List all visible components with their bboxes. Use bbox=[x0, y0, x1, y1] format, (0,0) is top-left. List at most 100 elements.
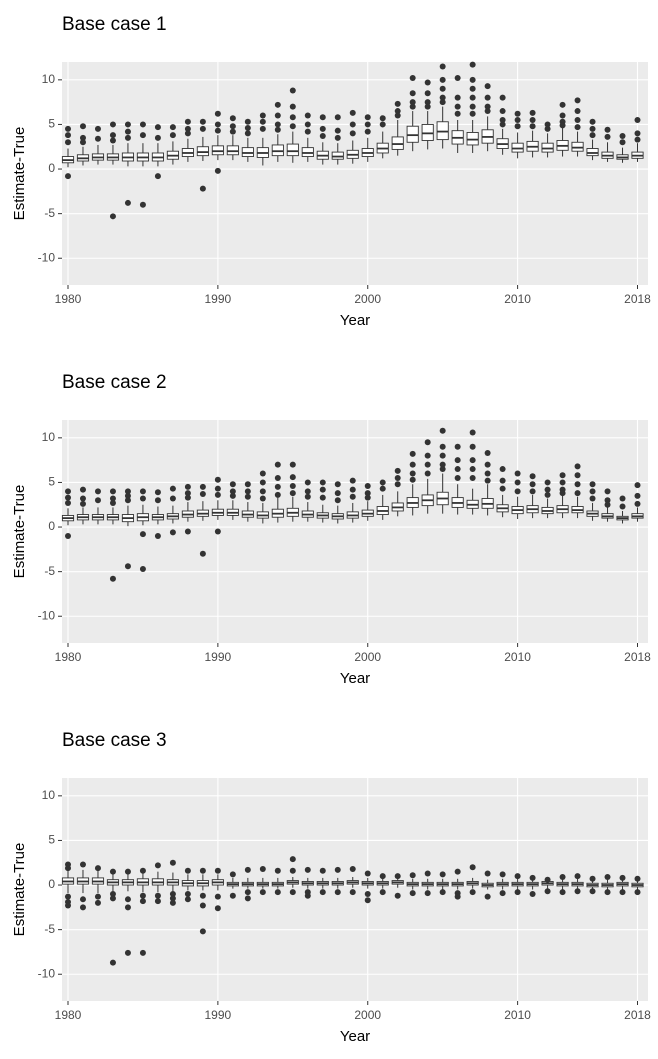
outlier bbox=[124, 949, 131, 956]
outlier bbox=[319, 114, 326, 121]
outlier bbox=[409, 99, 416, 106]
outlier bbox=[199, 928, 206, 935]
outlier bbox=[259, 118, 266, 125]
outlier bbox=[529, 123, 536, 130]
outlier bbox=[529, 109, 536, 116]
outlier bbox=[214, 476, 221, 483]
outlier bbox=[439, 461, 446, 468]
panel: Base case 2 -10 -5 0 5 10 1980 1990 2000 2010 2018… bbox=[11, 372, 651, 687]
outlier bbox=[424, 461, 431, 468]
outlier bbox=[319, 125, 326, 132]
outlier bbox=[484, 450, 491, 457]
outlier bbox=[289, 461, 296, 468]
outlier bbox=[64, 125, 71, 132]
outlier bbox=[304, 128, 311, 135]
outlier bbox=[379, 889, 386, 896]
outlier bbox=[184, 118, 191, 125]
outlier bbox=[229, 871, 236, 878]
outlier bbox=[454, 103, 461, 110]
outlier bbox=[634, 500, 641, 507]
y-tick-label: 5 bbox=[48, 117, 55, 131]
outlier bbox=[109, 575, 116, 582]
outlier bbox=[259, 125, 266, 132]
outlier bbox=[334, 866, 341, 873]
outlier bbox=[139, 531, 146, 538]
outlier bbox=[514, 123, 521, 130]
outlier bbox=[334, 889, 341, 896]
outlier bbox=[379, 479, 386, 486]
outlier bbox=[424, 452, 431, 459]
y-tick-label: 5 bbox=[48, 833, 55, 847]
outlier bbox=[184, 490, 191, 497]
outlier bbox=[79, 500, 86, 507]
x-tick-label: 2018 bbox=[624, 650, 651, 664]
outlier bbox=[439, 443, 446, 450]
outlier bbox=[424, 890, 431, 897]
x-tick-label: 2018 bbox=[624, 292, 651, 306]
outlier bbox=[199, 902, 206, 909]
x-tick-label: 2000 bbox=[354, 1008, 381, 1022]
y-tick-label: 10 bbox=[42, 788, 56, 802]
outlier bbox=[469, 889, 476, 896]
outlier bbox=[124, 492, 131, 499]
outlier bbox=[559, 112, 566, 119]
outlier bbox=[229, 123, 236, 130]
outlier bbox=[439, 85, 446, 92]
outlier bbox=[124, 497, 131, 504]
outlier bbox=[499, 477, 506, 484]
outlier bbox=[634, 116, 641, 123]
y-tick-label: -5 bbox=[44, 206, 55, 220]
outlier bbox=[79, 904, 86, 911]
outlier bbox=[229, 892, 236, 899]
outlier bbox=[169, 132, 176, 139]
outlier bbox=[619, 874, 626, 881]
outlier bbox=[409, 450, 416, 457]
outlier bbox=[154, 892, 161, 899]
outlier bbox=[469, 474, 476, 481]
outlier bbox=[499, 94, 506, 101]
outlier bbox=[439, 99, 446, 106]
outlier bbox=[274, 474, 281, 481]
outlier bbox=[514, 110, 521, 117]
outlier bbox=[364, 128, 371, 135]
y-tick-label: -10 bbox=[38, 966, 56, 980]
x-axis-label: Year bbox=[340, 312, 370, 329]
outlier bbox=[214, 127, 221, 134]
outlier bbox=[274, 461, 281, 468]
outlier bbox=[469, 443, 476, 450]
outlier bbox=[514, 889, 521, 896]
outlier bbox=[139, 867, 146, 874]
outlier bbox=[559, 122, 566, 129]
outlier bbox=[424, 439, 431, 446]
outlier bbox=[259, 470, 266, 477]
outlier bbox=[454, 457, 461, 464]
outlier bbox=[109, 495, 116, 502]
x-tick-label: 1990 bbox=[205, 1008, 232, 1022]
outlier bbox=[589, 888, 596, 895]
y-tick-label: 0 bbox=[48, 161, 55, 175]
outlier bbox=[139, 495, 146, 502]
outlier bbox=[109, 213, 116, 220]
outlier bbox=[169, 124, 176, 131]
outlier bbox=[349, 865, 356, 872]
outlier bbox=[574, 873, 581, 880]
outlier bbox=[154, 862, 161, 869]
outlier bbox=[499, 108, 506, 115]
outlier bbox=[514, 470, 521, 477]
outlier bbox=[589, 118, 596, 125]
x-tick-label: 1980 bbox=[55, 650, 82, 664]
outlier bbox=[469, 864, 476, 871]
outlier bbox=[94, 497, 101, 504]
outlier bbox=[409, 90, 416, 97]
outlier bbox=[124, 199, 131, 206]
x-tick-label: 2018 bbox=[624, 1008, 651, 1022]
outlier bbox=[619, 503, 626, 510]
outlier bbox=[544, 486, 551, 493]
outlier bbox=[574, 463, 581, 470]
outlier bbox=[604, 133, 611, 140]
outlier bbox=[79, 486, 86, 493]
outlier bbox=[169, 529, 176, 536]
outlier bbox=[349, 109, 356, 116]
outlier bbox=[274, 101, 281, 108]
